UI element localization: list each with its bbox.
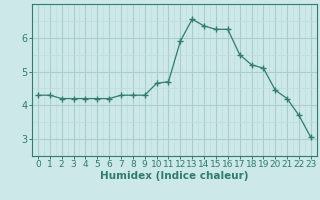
X-axis label: Humidex (Indice chaleur): Humidex (Indice chaleur) <box>100 171 249 181</box>
